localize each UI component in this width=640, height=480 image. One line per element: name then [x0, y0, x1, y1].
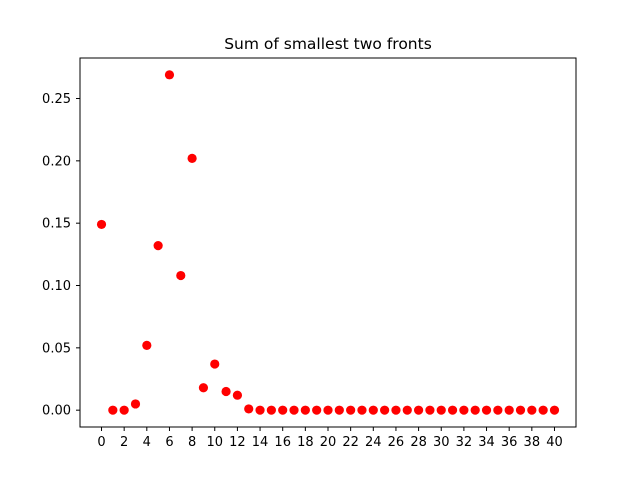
data-point: [278, 405, 288, 415]
x-tick-label: 28: [410, 435, 427, 450]
data-point: [368, 405, 378, 415]
x-tick-label: 2: [120, 435, 128, 450]
x-tick-label: 38: [524, 435, 541, 450]
data-points: [96, 70, 560, 415]
data-point: [108, 405, 118, 415]
data-point: [255, 405, 265, 415]
data-point: [334, 405, 344, 415]
data-point: [96, 219, 107, 230]
x-tick-label: 14: [252, 435, 269, 450]
data-point: [481, 405, 492, 415]
data-point: [493, 405, 503, 415]
data-point: [232, 390, 243, 400]
data-point: [515, 405, 526, 415]
data-point: [447, 405, 458, 415]
data-point: [153, 241, 163, 251]
data-point: [312, 405, 322, 415]
data-point: [459, 405, 469, 415]
data-point: [323, 405, 333, 415]
data-point: [187, 153, 197, 163]
x-tick-label: 6: [165, 435, 173, 450]
y-tick-label: 0.15: [42, 217, 71, 232]
data-point: [266, 405, 276, 415]
x-tick-label: 32: [456, 435, 473, 450]
data-point: [402, 405, 412, 415]
data-point: [391, 405, 401, 415]
data-point: [413, 405, 424, 415]
x-tick-label: 40: [546, 435, 563, 450]
data-point: [244, 404, 254, 414]
y-axis-ticks: 0.00 0.05 0.10 0.15 0.20 0.25: [42, 92, 80, 419]
y-tick-label: 0.00: [42, 404, 71, 419]
y-tick-label: 0.25: [42, 92, 71, 107]
data-point: [538, 405, 548, 415]
data-point: [119, 405, 129, 415]
y-tick-label: 0.05: [42, 341, 71, 356]
x-tick-label: 22: [342, 435, 359, 450]
plot-frame: [79, 57, 577, 428]
x-tick-label: 34: [478, 435, 495, 450]
data-point: [142, 340, 152, 350]
x-tick-label: 30: [433, 435, 450, 450]
x-tick-label: 16: [274, 435, 291, 450]
x-tick-label: 18: [297, 435, 314, 450]
x-tick-label: 24: [365, 435, 382, 450]
chart-title: Sum of smallest two fronts: [224, 35, 432, 53]
x-tick-label: 4: [143, 435, 151, 450]
data-point: [221, 386, 231, 397]
x-tick-label: 12: [229, 435, 246, 450]
data-point: [300, 405, 310, 415]
data-point: [164, 70, 175, 80]
data-point: [357, 405, 367, 415]
x-tick-label: 10: [206, 435, 223, 450]
data-point: [527, 405, 537, 415]
data-point: [504, 405, 514, 415]
data-point: [436, 405, 446, 415]
data-point: [346, 405, 356, 415]
data-point: [425, 405, 435, 415]
x-axis-ticks: 0 2 4 6 8 10 12 14 16 18 20 22 24 26 28 30 32 34 36 38 40: [97, 427, 563, 450]
data-point: [470, 405, 480, 415]
data-point: [380, 405, 390, 415]
x-tick-label: 20: [320, 435, 337, 450]
y-tick-label: 0.20: [42, 154, 71, 169]
data-point: [130, 399, 141, 409]
data-point: [289, 405, 299, 415]
x-tick-label: 8: [188, 435, 196, 450]
data-point: [549, 405, 560, 415]
y-tick-label: 0.10: [42, 279, 71, 294]
data-point: [198, 383, 209, 393]
data-point: [210, 359, 220, 369]
x-tick-label: 26: [388, 435, 405, 450]
data-point: [176, 270, 186, 281]
x-tick-label: 0: [97, 435, 105, 450]
x-tick-label: 36: [501, 435, 518, 450]
